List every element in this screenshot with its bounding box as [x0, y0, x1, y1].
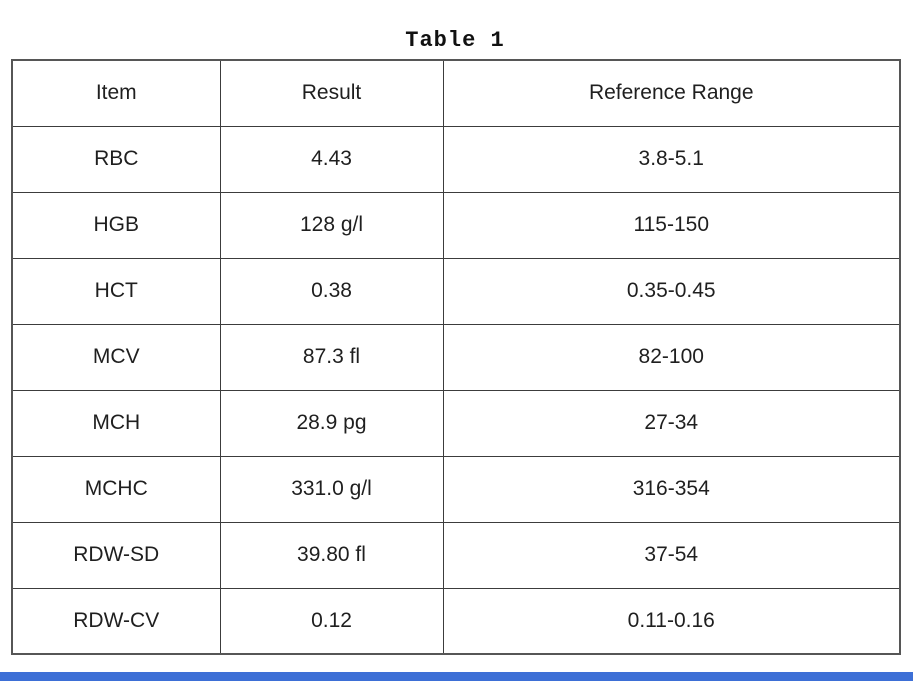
result-cell: 39.80 fl — [219, 521, 444, 589]
result-cell: 128 g/l — [219, 191, 444, 259]
reference-range-cell: 115-150 — [442, 191, 901, 259]
reference-range-cell: 27-34 — [442, 389, 901, 457]
table-row: HGB 128 g/l 115-150 — [11, 191, 901, 259]
reference-range-cell: 82-100 — [442, 323, 901, 391]
table-row: MCH 28.9 pg 27-34 — [11, 389, 901, 457]
table-row: RDW-CV 0.12 0.11-0.16 — [11, 587, 901, 655]
item-cell: RBC — [11, 125, 221, 193]
result-cell: 4.43 — [219, 125, 444, 193]
table-row: MCV 87.3 fl 82-100 — [11, 323, 901, 391]
item-cell: MCH — [11, 389, 221, 457]
bottom-edge-bar — [0, 672, 913, 681]
lab-results-table: Item Result Reference Range RBC 4.43 3.8-5… — [11, 59, 901, 655]
reference-range-cell: 0.35-0.45 — [442, 257, 901, 325]
item-cell: HGB — [11, 191, 221, 259]
reference-range-cell: 37-54 — [442, 521, 901, 589]
table-header-row: Item Result Reference Range — [11, 59, 901, 127]
reference-range-cell: 3.8-5.1 — [442, 125, 901, 193]
column-header-result: Result — [219, 59, 444, 127]
table-row: RBC 4.43 3.8-5.1 — [11, 125, 901, 193]
page-title: Table 1 — [405, 28, 505, 53]
column-header-reference-range: Reference Range — [442, 59, 901, 127]
result-cell: 0.38 — [219, 257, 444, 325]
item-cell: MCV — [11, 323, 221, 391]
table-body: RBC 4.43 3.8-5.1 HGB 128 g/l 115-150 HCT 0.38 0.… — [11, 125, 901, 655]
result-cell: 331.0 g/l — [219, 455, 444, 523]
table-row: RDW-SD 39.80 fl 37-54 — [11, 521, 901, 589]
reference-range-cell: 316-354 — [442, 455, 901, 523]
item-cell: HCT — [11, 257, 221, 325]
item-cell: RDW-CV — [11, 587, 221, 655]
result-cell: 0.12 — [219, 587, 444, 655]
item-cell: MCHC — [11, 455, 221, 523]
table-row: HCT 0.38 0.35-0.45 — [11, 257, 901, 325]
item-cell: RDW-SD — [11, 521, 221, 589]
reference-range-cell: 0.11-0.16 — [442, 587, 901, 655]
table-row: MCHC 331.0 g/l 316-354 — [11, 455, 901, 523]
result-cell: 87.3 fl — [219, 323, 444, 391]
result-cell: 28.9 pg — [219, 389, 444, 457]
column-header-item: Item — [11, 59, 221, 127]
